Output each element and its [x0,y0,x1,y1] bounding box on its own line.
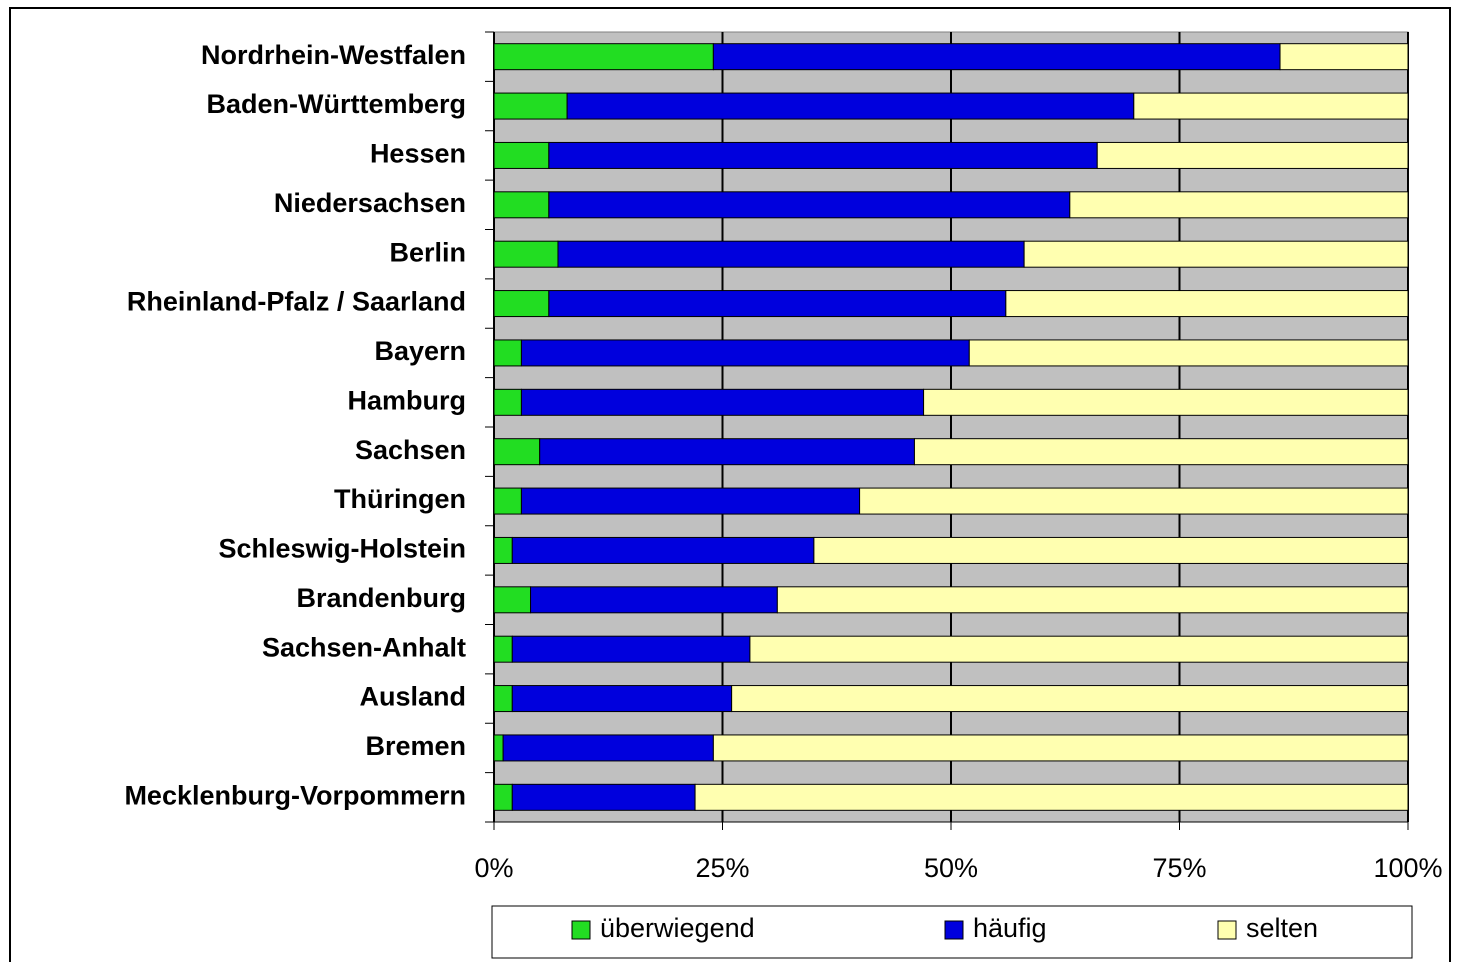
bar-segment [566,92,1135,120]
bar-segment [520,487,861,515]
y-tick-label: Ausland [359,682,466,712]
bar-segment [557,240,1025,268]
bar-segment [493,487,522,515]
y-tick-label: Mecklenburg-Vorpommern [124,780,466,810]
legend-label: überwiegend [600,913,755,943]
bar-segment [520,339,970,367]
x-tick-label: 75% [1152,853,1206,883]
y-tick-label: Schleswig-Holstein [218,534,466,564]
bar-segment [530,586,778,614]
bar-segment [493,685,513,713]
y-tick-label: Sachsen [355,435,466,465]
y-tick-label: Nordrhein-Westfalen [201,40,466,70]
bar-segment [1069,191,1409,219]
bar-segment [694,783,1409,811]
bar-segment [731,685,1409,713]
legend-swatch [944,920,964,940]
bar-segment [493,339,522,367]
bar-segment [539,438,915,466]
bar-segment [502,734,714,762]
bar-segment [493,43,714,71]
legend-label: häufig [973,913,1047,943]
bar-segment [1005,290,1409,318]
bar-segment [520,388,925,416]
bar-segment [493,586,532,614]
bar-segment [493,536,513,564]
y-tick-label: Thüringen [334,484,466,514]
bar-segment [1096,141,1409,169]
legend-swatch [571,920,591,940]
bar-segment [493,783,513,811]
bar-segment [1133,92,1409,120]
bar-segment [1023,240,1409,268]
bar-segment [511,685,733,713]
bar-segment [493,92,568,120]
bar-segment [968,339,1409,367]
x-tick-label: 50% [924,853,978,883]
bar-segment [859,487,1409,515]
bar-segment [493,240,559,268]
y-tick-label: Hessen [370,139,466,169]
x-tick-label: 100% [1373,853,1442,883]
bar-segment [776,586,1409,614]
bar-segment [493,635,513,663]
bar-segment [493,734,504,762]
y-tick-label: Hamburg [347,385,466,415]
bar-segment [493,141,550,169]
bar-segment [493,438,541,466]
bar-segment [712,734,1409,762]
bar-segment [913,438,1409,466]
bar-segment [493,290,550,318]
y-tick-label: Niedersachsen [274,188,466,218]
bar-segment [923,388,1409,416]
x-tick-label: 0% [474,853,513,883]
y-tick-label: Rheinland-Pfalz / Saarland [127,287,466,317]
x-tick-label: 25% [695,853,749,883]
bar-segment [1279,43,1409,71]
bar-segment [493,191,550,219]
y-tick-label: Brandenburg [296,583,466,613]
y-tick-label: Sachsen-Anhalt [262,632,466,662]
y-tick-label: Bremen [365,731,466,761]
y-tick-label: Bayern [374,336,466,366]
legend-swatch [1217,920,1237,940]
y-tick-label: Berlin [389,237,466,267]
bar-segment [511,783,696,811]
bar-segment [511,536,815,564]
bar-segment [548,191,1071,219]
bar-segment [813,536,1409,564]
bar-segment [548,141,1098,169]
bar-segment [548,290,1007,318]
y-tick-label: Baden-Württemberg [206,89,466,119]
bar-segment [493,388,522,416]
bar-segment [749,635,1409,663]
bar-segment [511,635,751,663]
bar-segment [712,43,1281,71]
legend-label: selten [1246,913,1318,943]
